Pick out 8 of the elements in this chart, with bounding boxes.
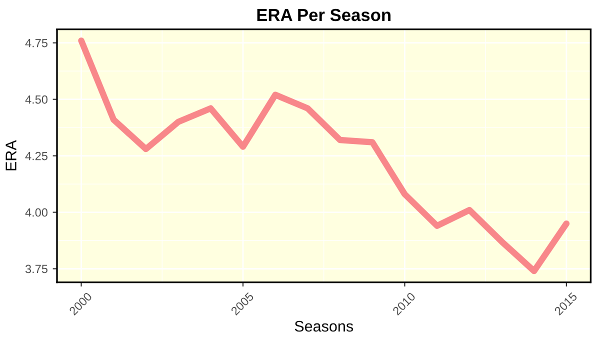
x-axis-title: Seasons <box>294 320 354 332</box>
y-tick-label: 4.25 <box>25 152 48 160</box>
y-tick-label: 3.75 <box>25 264 48 274</box>
y-tick-label: 4.75 <box>25 39 48 48</box>
y-tick-label: 4.50 <box>25 95 48 104</box>
chart-title: ERA Per Season <box>257 8 390 22</box>
y-tick-label: 4.00 <box>25 208 48 217</box>
y-axis-title: ERA <box>6 140 16 170</box>
